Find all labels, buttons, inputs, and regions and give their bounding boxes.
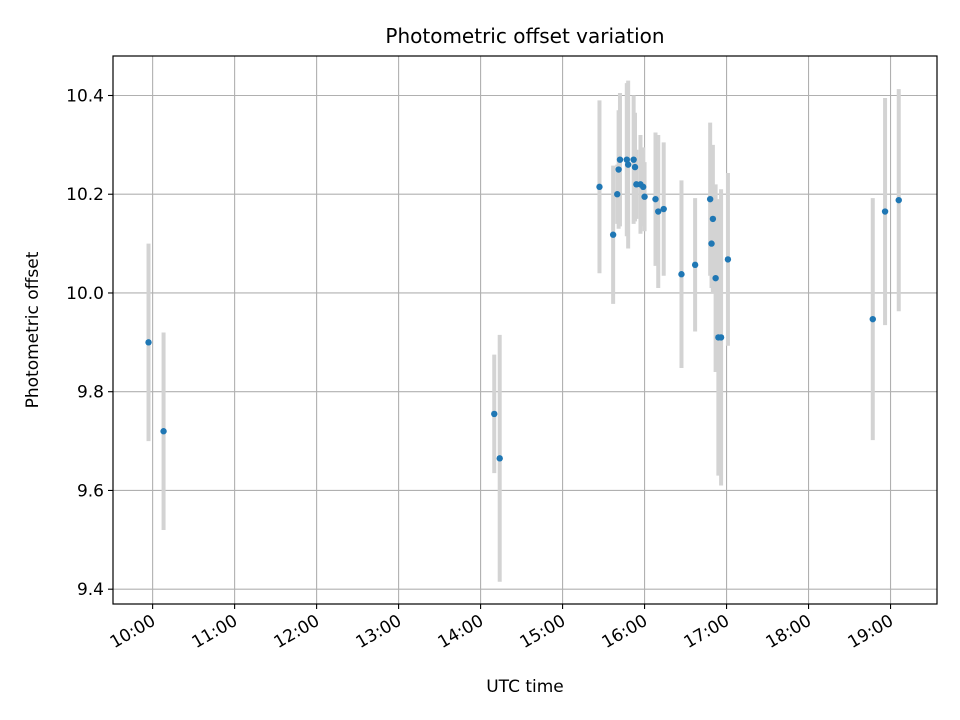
data-point — [145, 339, 152, 346]
data-point — [624, 161, 632, 168]
data-point — [724, 256, 732, 263]
data-point — [712, 274, 719, 282]
point-layer — [145, 156, 902, 462]
y-tick-label: 9.8 — [77, 383, 104, 403]
data-point — [616, 156, 624, 163]
data-point — [717, 334, 725, 341]
data-point — [596, 183, 603, 191]
data-point — [623, 156, 631, 163]
y-tick-label: 10.0 — [66, 284, 104, 304]
data-point — [631, 163, 639, 171]
x-axis-label: UTC time — [486, 677, 564, 697]
data-point — [655, 208, 662, 215]
data-point — [614, 191, 621, 198]
data-point — [709, 215, 717, 223]
y-tick-layer: 9.4 9.6 9.8 10.0 10.2 10.4 — [66, 86, 113, 600]
data-point — [496, 455, 503, 462]
data-point — [491, 410, 498, 418]
y-tick-label: 9.4 — [77, 580, 104, 600]
data-point — [609, 231, 617, 238]
plot-frame — [112, 55, 938, 605]
data-point — [160, 428, 167, 435]
data-point — [641, 193, 648, 200]
y-tick-label: 10.2 — [66, 185, 104, 205]
data-point — [640, 183, 647, 191]
data-point — [881, 208, 889, 215]
data-point — [708, 240, 715, 247]
data-point — [630, 156, 637, 163]
data-point — [652, 195, 659, 203]
data-point — [706, 195, 714, 203]
data-point — [678, 271, 685, 278]
data-point — [895, 196, 902, 204]
data-point — [615, 166, 622, 173]
data-point — [691, 261, 699, 269]
data-point — [869, 315, 876, 323]
chart-title: Photometric offset variation — [385, 24, 664, 48]
y-axis-label: Photometric offset — [23, 251, 43, 408]
data-point — [660, 205, 667, 213]
y-tick-label: 9.6 — [77, 481, 104, 501]
y-tick-label: 10.4 — [66, 86, 104, 106]
grid-layer — [113, 56, 937, 604]
